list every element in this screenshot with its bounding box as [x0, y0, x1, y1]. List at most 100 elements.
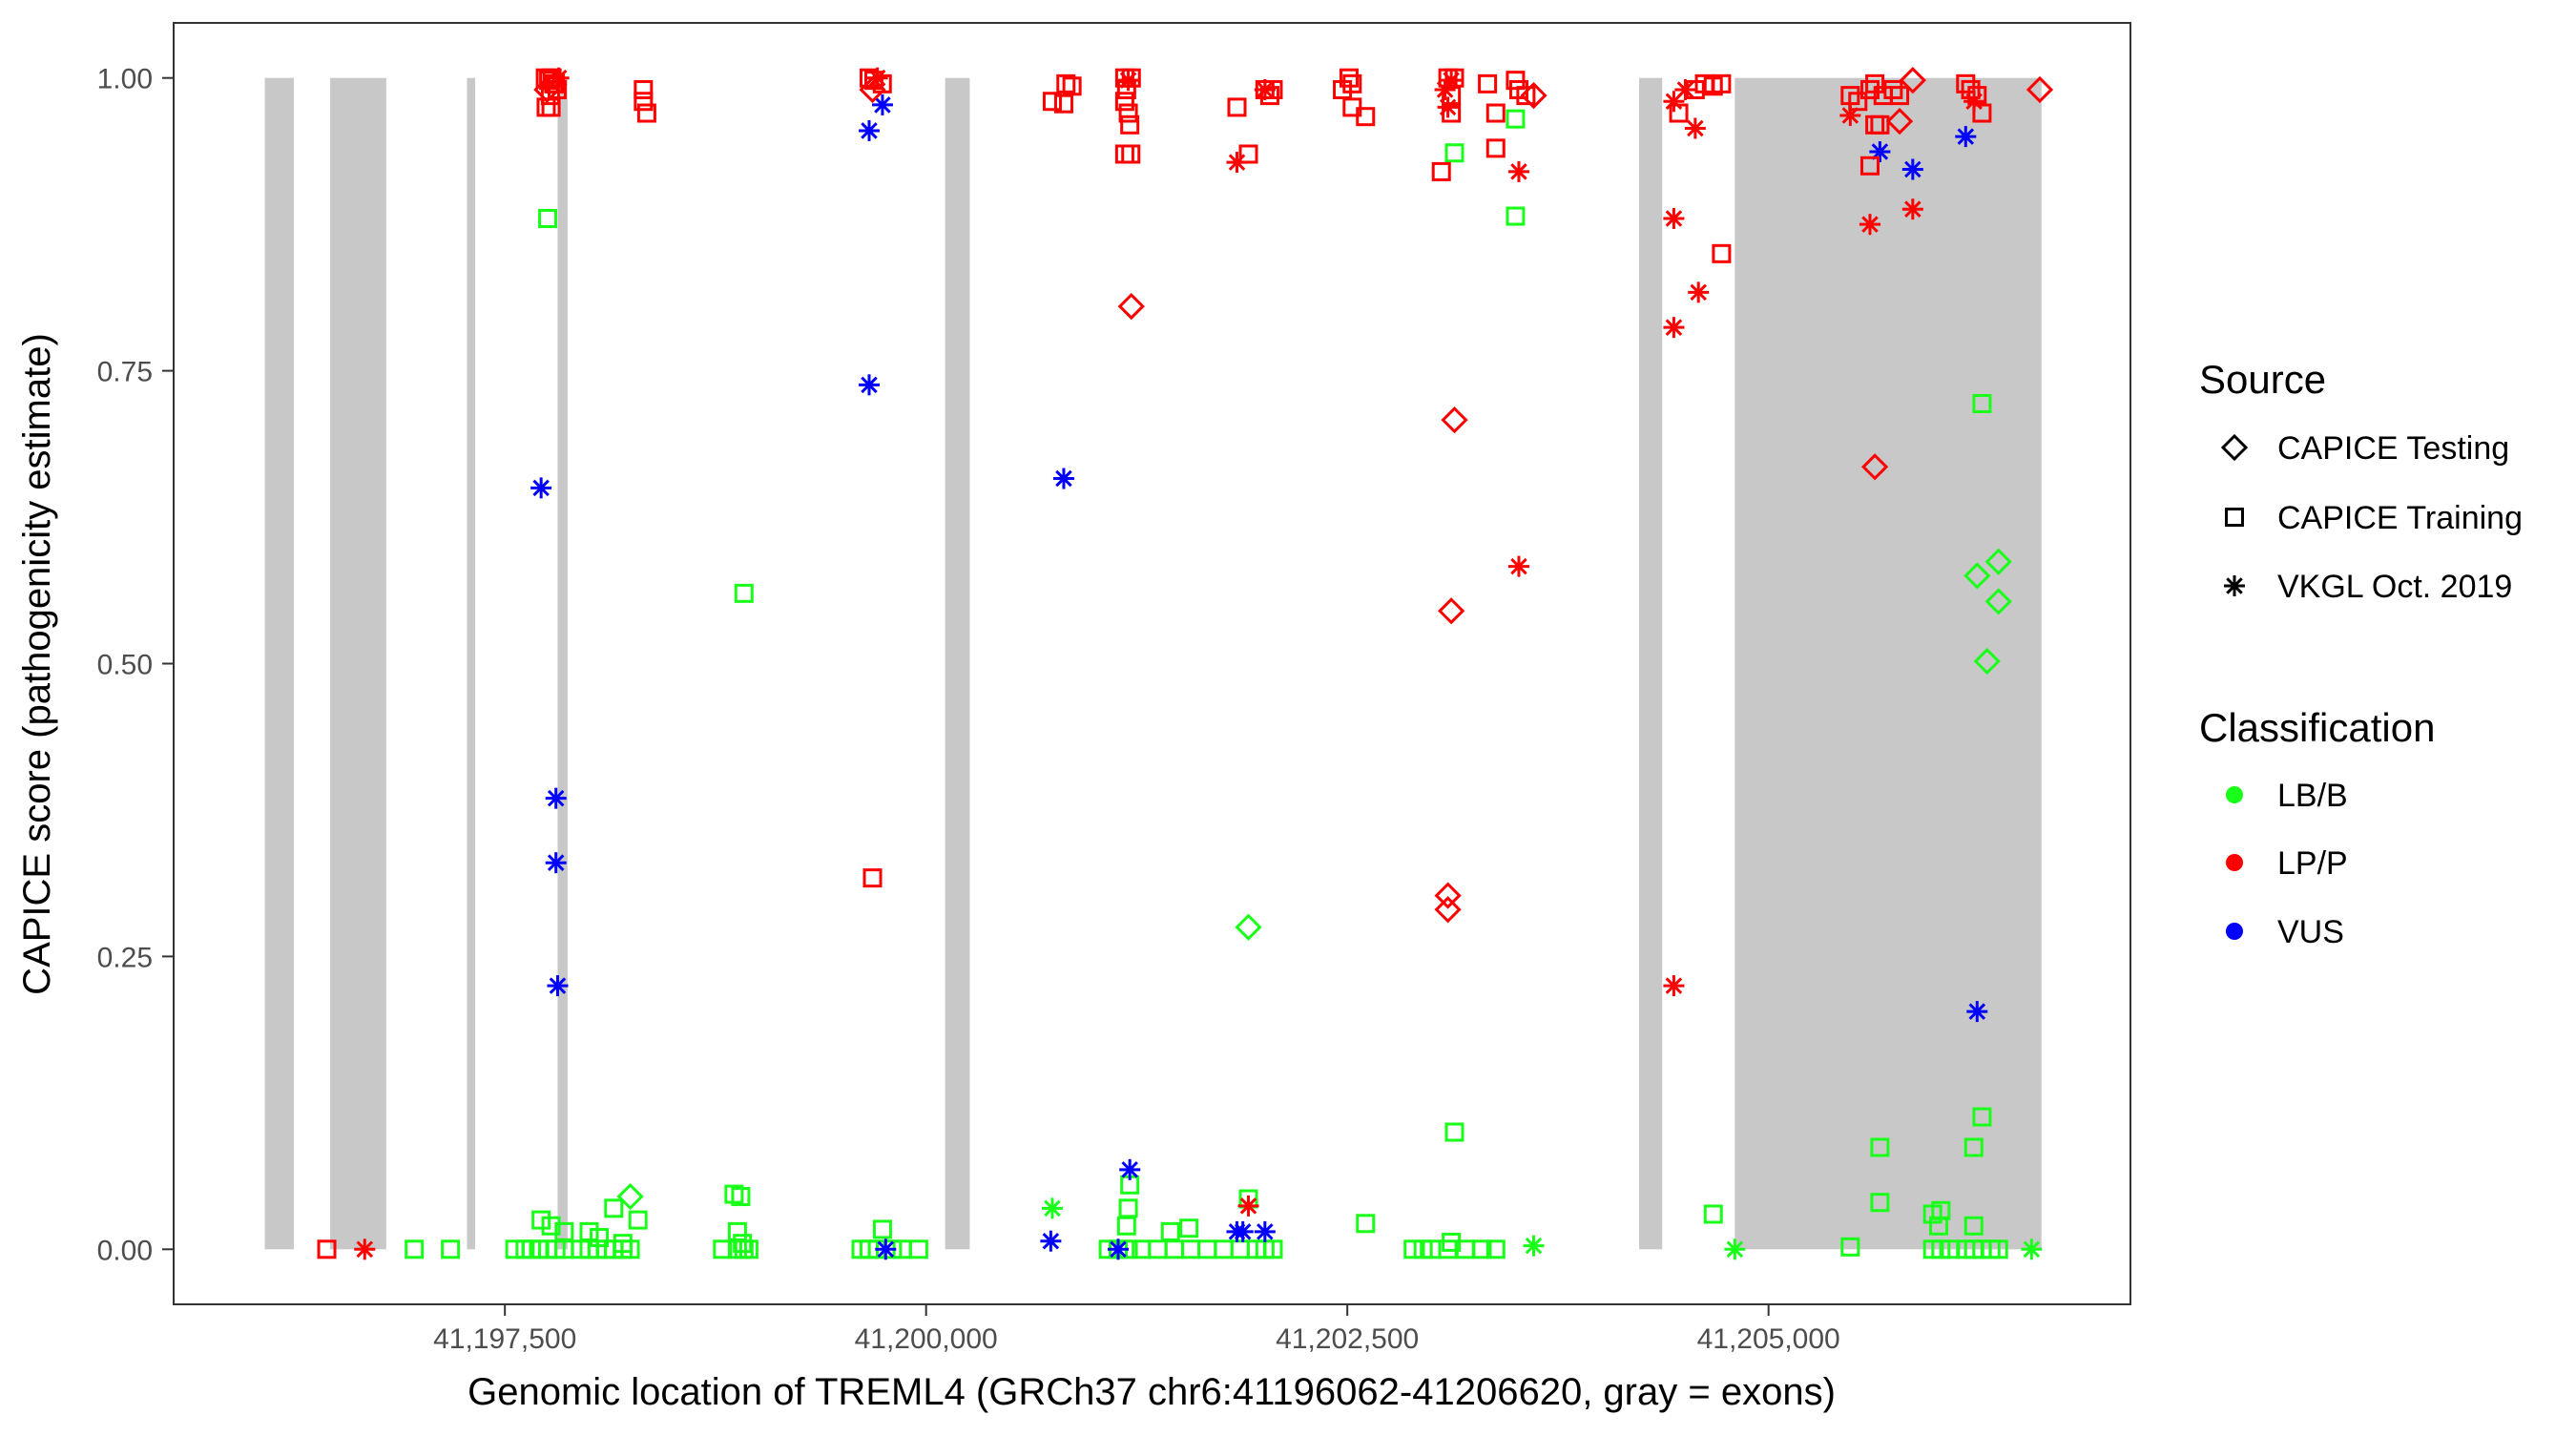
data-point-square	[1506, 109, 1526, 129]
data-point-asterisk	[1674, 78, 1696, 100]
y-tick-label: 0.00	[97, 1235, 153, 1266]
data-point-square	[636, 103, 656, 123]
data-point-square	[1062, 76, 1082, 96]
data-point-square	[1931, 1239, 1951, 1259]
data-point-square	[1840, 1237, 1860, 1257]
data-point-diamond	[1984, 548, 2012, 575]
data-point-square	[1870, 114, 1890, 135]
data-point-asterisk	[1839, 104, 1861, 126]
data-point-square	[1972, 393, 1992, 413]
data-point-diamond	[2025, 75, 2054, 104]
data-point-square	[1442, 103, 1462, 123]
data-point-square	[1444, 143, 1465, 163]
data-point-asterisk	[858, 119, 880, 141]
data-point-asterisk	[1684, 117, 1706, 139]
data-point-square	[1121, 68, 1141, 88]
data-point-square	[317, 1239, 337, 1259]
data-point-square	[1485, 138, 1506, 158]
data-point-diamond	[1434, 896, 1462, 924]
data-point-asterisk	[1434, 78, 1456, 100]
data-point-square	[1121, 144, 1141, 164]
data-point-square	[1859, 79, 1880, 99]
data-point-square	[733, 1234, 753, 1254]
data-point-square	[1712, 243, 1732, 263]
data-point-asterisk	[1041, 1197, 1063, 1219]
y-axis: 0.00 0.25 0.50 0.75 1.00	[97, 64, 174, 1266]
data-point-asterisk	[1254, 1220, 1276, 1242]
data-point-square	[441, 1239, 461, 1259]
data-point-diamond	[1520, 81, 1548, 110]
y-tick-label: 1.00	[97, 64, 153, 95]
data-point-square	[1669, 103, 1689, 123]
data-point-diamond	[533, 75, 561, 104]
data-point-square	[1712, 73, 1732, 94]
data-point-asterisk	[2021, 1238, 2043, 1260]
data-point-square	[1929, 1216, 1949, 1236]
data-point-square	[538, 209, 558, 229]
data-point-square	[1506, 206, 1526, 226]
data-point-asterisk	[858, 374, 880, 396]
data-point-square	[1339, 68, 1359, 88]
data-point-asterisk	[1226, 152, 1248, 174]
data-point-square	[1478, 73, 1498, 94]
x-axis-title: Genomic location of TREML4 (GRCh37 chr6:…	[467, 1371, 1836, 1413]
data-point-square	[628, 1210, 648, 1230]
data-point-asterisk	[1437, 96, 1459, 118]
data-point-square	[734, 583, 754, 603]
exon-band	[1735, 77, 2042, 1250]
data-point-square	[1870, 1193, 1890, 1213]
data-point-square	[1263, 1239, 1283, 1259]
data-point-diamond	[616, 1182, 644, 1211]
data-point-asterisk	[1663, 317, 1685, 339]
data-point-square	[1403, 1239, 1423, 1259]
data-point-diamond	[1860, 453, 1889, 481]
legend-color-dot-icon	[2226, 786, 2243, 803]
legend-source-label: CAPICE Training	[2277, 500, 2523, 536]
legend: Source Classification CAPICE Testing CAPI…	[2199, 357, 2523, 950]
data-point-asterisk	[1052, 468, 1074, 489]
data-point-square	[1333, 79, 1353, 99]
data-point-square	[554, 1221, 574, 1241]
data-point-square	[531, 1210, 551, 1230]
data-point-asterisk	[1119, 1158, 1141, 1180]
legend-classification-title: Classification	[2199, 705, 2435, 750]
exon-band	[945, 77, 970, 1250]
data-point-asterisk	[1232, 1220, 1254, 1242]
data-point-diamond	[1973, 647, 2001, 676]
data-point-square	[634, 79, 654, 99]
data-point-diamond	[1899, 67, 1926, 94]
legend-source-label: CAPICE Testing	[2277, 430, 2509, 467]
data-point-asterisk	[1663, 208, 1685, 230]
data-point-square	[738, 1239, 758, 1259]
data-point-asterisk	[547, 975, 569, 997]
data-point-asterisk	[1963, 91, 1985, 113]
y-tick-label: 0.25	[97, 942, 153, 973]
data-point-square	[908, 1239, 928, 1259]
data-point-asterisk	[1254, 78, 1276, 100]
data-point-diamond	[1438, 597, 1465, 625]
data-point-square	[1356, 107, 1376, 127]
data-point-asterisk	[1901, 158, 1923, 180]
data-point-square	[1972, 1107, 1992, 1127]
legend-source-label: VKGL Oct. 2019	[2277, 569, 2512, 605]
data-point-square	[541, 1216, 561, 1236]
data-point-asterisk	[1507, 555, 1529, 577]
data-point-square	[1963, 1216, 1984, 1236]
data-point-asterisk	[1859, 214, 1880, 236]
exon-band	[467, 77, 476, 1250]
data-point-square	[1118, 1198, 1138, 1218]
data-point-square	[1179, 1218, 1199, 1238]
y-tick-label: 0.75	[97, 357, 153, 388]
data-point-square	[1883, 79, 1903, 99]
data-point-asterisk	[1507, 160, 1529, 182]
data-point-asterisk	[1724, 1238, 1746, 1260]
data-point-square	[1485, 1239, 1506, 1259]
x-tick-label: 41,197,500	[433, 1323, 576, 1355]
data-point-square	[1042, 92, 1062, 112]
data-point-asterisk	[866, 67, 888, 89]
data-point-square	[1160, 1221, 1180, 1241]
data-point-diamond	[1963, 562, 1991, 590]
data-point-square	[1963, 1137, 1984, 1157]
